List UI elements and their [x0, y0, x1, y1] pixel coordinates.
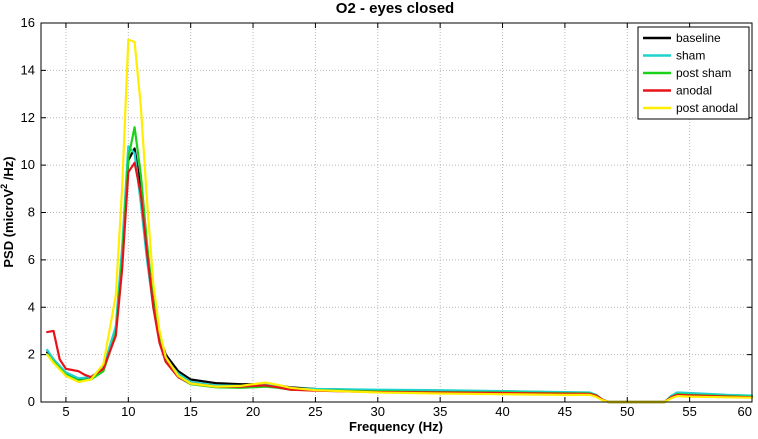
- y-axis-title-suffix: /Hz): [1, 156, 16, 183]
- x-axis-ticks: 5 10 15 20 25 30 35 40 45 50 55 60: [62, 23, 753, 419]
- x-tick-label: 50: [620, 404, 634, 419]
- x-tick-label: 45: [558, 404, 572, 419]
- y-tick-label: 12: [21, 110, 35, 125]
- y-tick-label: 0: [28, 394, 35, 409]
- y-tick-label: 2: [28, 347, 35, 362]
- y-axis-title: PSD (microV2 /Hz): [0, 156, 16, 267]
- legend-label: anodal: [676, 84, 712, 98]
- grid-lines: [41, 23, 753, 402]
- x-tick-label: 25: [308, 404, 322, 419]
- y-axis-title-prefix: PSD (microV: [1, 189, 16, 268]
- x-axis-title: Frequency (Hz): [349, 419, 443, 434]
- x-tick-label: 20: [246, 404, 260, 419]
- y-tick-label: 16: [21, 15, 35, 30]
- x-tick-label: 30: [371, 404, 385, 419]
- y-tick-label: 6: [28, 252, 35, 267]
- y-tick-label: 14: [21, 62, 35, 77]
- x-tick-label: 5: [62, 404, 69, 419]
- legend-label: baseline: [676, 31, 721, 45]
- x-tick-label: 15: [183, 404, 197, 419]
- y-axis-ticks: 0 2 4 6 8 10 12 14 16: [21, 15, 752, 409]
- legend-label: post sham: [676, 66, 731, 80]
- y-tick-label: 8: [28, 205, 35, 220]
- legend: baseline sham post sham anodal post anodal: [637, 26, 750, 120]
- y-axis-title-superscript: 2: [0, 184, 9, 189]
- x-tick-label: 10: [121, 404, 135, 419]
- legend-label: post anodal: [676, 101, 738, 115]
- chart-title: O2 - eyes closed: [336, 0, 454, 17]
- x-tick-label: 35: [433, 404, 447, 419]
- x-tick-label: 40: [495, 404, 509, 419]
- y-tick-label: 4: [28, 299, 35, 314]
- x-tick-label: 60: [738, 404, 752, 419]
- legend-label: sham: [676, 49, 705, 63]
- x-tick-label: 55: [682, 404, 696, 419]
- y-tick-label: 10: [21, 157, 35, 172]
